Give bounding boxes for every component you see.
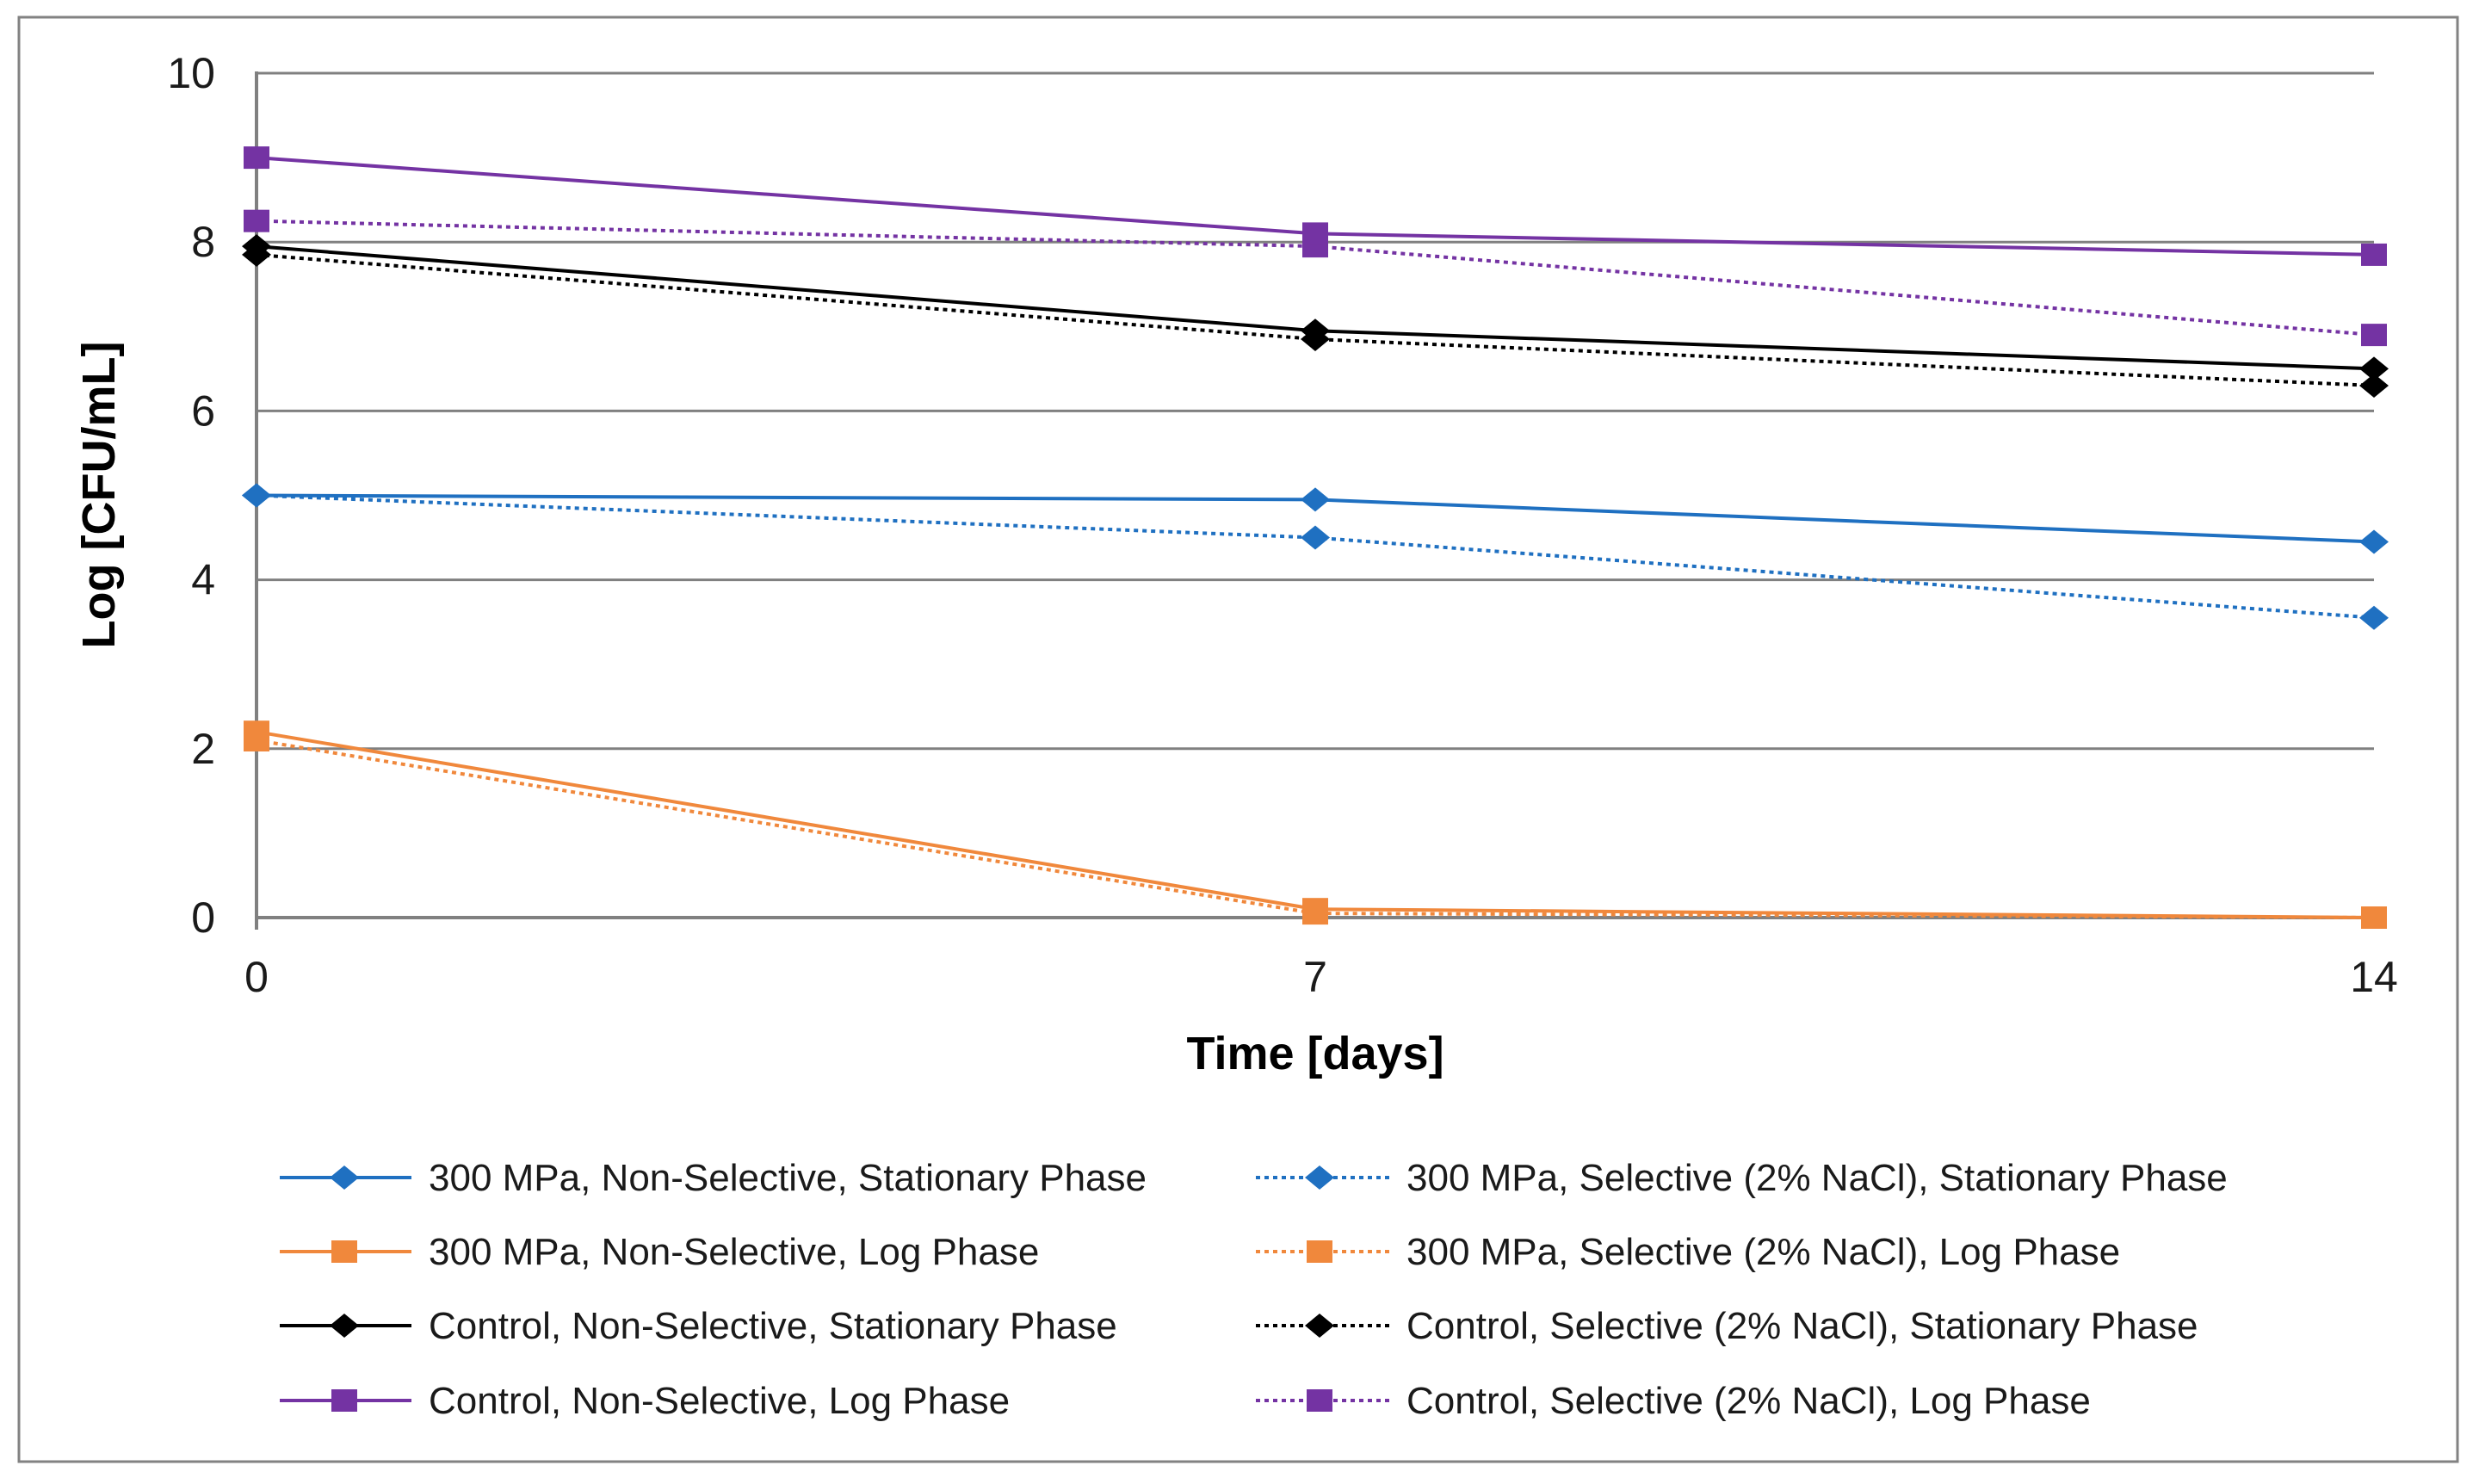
- legend-item-6: Control, Selective (2% NaCl), Stationary…: [1256, 1305, 2198, 1347]
- y-tick-label-0: 0: [191, 893, 215, 942]
- legend-label: Control, Selective (2% NaCl), Log Phase: [1406, 1380, 2091, 1422]
- y-tick-labels: 0 2 4 6 8 10: [167, 49, 215, 942]
- marker-square-legend-1: [331, 1240, 357, 1263]
- legend-item-5: 300 MPa, Selective (2% NaCl), Log Phase: [1256, 1231, 2120, 1273]
- marker-diamond-0-0: [242, 483, 271, 508]
- marker-square-legend-7: [1307, 1389, 1332, 1412]
- marker-square-legend-5: [1307, 1240, 1332, 1263]
- marker-square-1-1: [1302, 898, 1328, 921]
- series-line-4: [256, 493, 2375, 620]
- legend-label: Control, Selective (2% NaCl), Stationary…: [1406, 1305, 2198, 1347]
- marker-square-1-2: [2361, 906, 2387, 929]
- legend-label: 300 MPa, Non-Selective, Stationary Phase: [429, 1157, 1147, 1199]
- marker-square-7-2: [2361, 324, 2387, 347]
- x-tick-label-14: 14: [2350, 953, 2398, 1001]
- y-axis-title: Log [CFU/mL]: [73, 342, 125, 649]
- marker-diamond-6-2: [2359, 373, 2389, 398]
- marker-diamond-4-1: [1301, 525, 1330, 550]
- marker-diamond-legend-0: [330, 1166, 359, 1190]
- y-tick-label-4: 4: [191, 556, 215, 604]
- legend-label: 300 MPa, Selective (2% NaCl), Log Phase: [1406, 1231, 2120, 1273]
- y-tick-label-8: 8: [191, 218, 215, 266]
- marker-diamond-legend-4: [1305, 1166, 1334, 1190]
- x-tick-label-7: 7: [1303, 953, 1327, 1001]
- legend: 300 MPa, Non-Selective, Stationary Phase…: [280, 1157, 2228, 1422]
- marker-square-3-2: [2361, 243, 2387, 266]
- marker-square-7-0: [244, 209, 269, 232]
- y-tick-label-6: 6: [191, 386, 215, 435]
- legend-item-7: Control, Selective (2% NaCl), Log Phase: [1256, 1380, 2091, 1422]
- x-tick-labels: 0 7 14: [244, 953, 2398, 1001]
- marker-square-3-1: [1302, 222, 1328, 245]
- legend-label: Control, Non-Selective, Log Phase: [429, 1380, 1010, 1422]
- legend-item-1: 300 MPa, Non-Selective, Log Phase: [280, 1231, 1039, 1273]
- legend-label: 300 MPa, Selective (2% NaCl), Stationary…: [1406, 1157, 2228, 1199]
- x-tick-label-0: 0: [244, 953, 269, 1001]
- marker-diamond-legend-2: [330, 1314, 359, 1338]
- series-line-1: [256, 730, 2375, 919]
- y-tick-label-2: 2: [191, 725, 215, 773]
- legend-item-4: 300 MPa, Selective (2% NaCl), Stationary…: [1256, 1157, 2228, 1199]
- marker-square-3-0: [244, 146, 269, 170]
- marker-diamond-0-2: [2359, 529, 2389, 554]
- legend-item-0: 300 MPa, Non-Selective, Stationary Phase: [280, 1157, 1147, 1199]
- marker-diamond-legend-6: [1305, 1314, 1334, 1338]
- legend-label: 300 MPa, Non-Selective, Log Phase: [429, 1231, 1039, 1273]
- marker-diamond-0-1: [1301, 487, 1330, 512]
- x-axis-title: Time [days]: [1186, 1028, 1444, 1079]
- series-line-5: [256, 739, 2375, 919]
- y-tick-label-10: 10: [167, 49, 215, 97]
- legend-item-3: Control, Non-Selective, Log Phase: [280, 1380, 1010, 1422]
- marker-square-1-0: [244, 720, 269, 744]
- marker-diamond-4-2: [2359, 605, 2389, 630]
- chart-border: [17, 15, 2459, 1463]
- legend-item-2: Control, Non-Selective, Stationary Phase: [280, 1305, 1117, 1347]
- series-markers: [242, 146, 2389, 929]
- marker-diamond-2-1: [1301, 318, 1330, 343]
- marker-square-legend-3: [331, 1389, 357, 1412]
- marker-diamond-2-0: [242, 234, 271, 259]
- gridlines: [257, 71, 2374, 751]
- legend-label: Control, Non-Selective, Stationary Phase: [429, 1305, 1117, 1347]
- marker-diamond-2-2: [2359, 356, 2389, 381]
